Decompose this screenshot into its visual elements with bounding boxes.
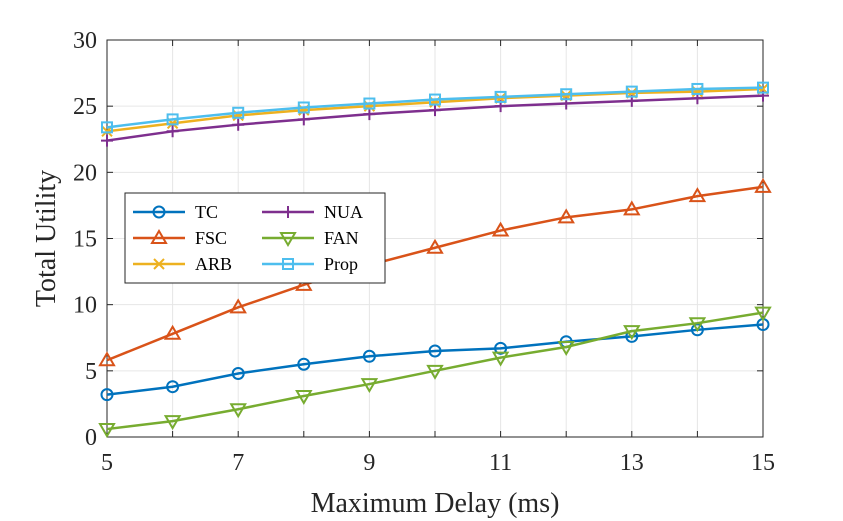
point-fsc	[426, 238, 444, 254]
series-line-tc	[106, 323, 764, 396]
y-axis-label: Total Utility	[31, 170, 62, 307]
point-fan	[557, 341, 575, 356]
point-fan	[98, 423, 116, 439]
point-nua	[297, 113, 310, 126]
point-tc	[494, 341, 508, 355]
point-fan	[360, 378, 379, 394]
legend-marker-prop	[282, 258, 294, 270]
point-tc	[428, 344, 442, 358]
point-fan	[426, 364, 444, 380]
series-nua	[101, 89, 769, 147]
legend-entry-prop: Prop	[262, 254, 358, 274]
point-fsc	[229, 298, 247, 314]
point-tc	[297, 357, 311, 371]
point-fsc	[688, 187, 707, 203]
point-fsc	[557, 208, 575, 224]
point-fsc	[98, 351, 116, 367]
point-tc	[362, 349, 376, 363]
legend-entry-fsc: FSC	[133, 228, 227, 248]
legend-label-nua: NUA	[324, 202, 363, 222]
x-tick-label: 9	[363, 450, 375, 476]
x-tick-label: 15	[751, 450, 775, 476]
point-nua	[757, 89, 769, 102]
point-fan	[491, 351, 510, 367]
legend-marker-fan	[279, 232, 297, 247]
legend-label-tc: TC	[195, 202, 218, 222]
point-fsc	[754, 177, 772, 193]
point-fsc	[491, 221, 510, 237]
point-fan	[754, 306, 772, 322]
y-tick-label: 30	[73, 28, 97, 54]
x-tick-label: 13	[620, 450, 644, 476]
y-tick-label: 20	[73, 160, 97, 186]
legend-entry-tc: TC	[133, 202, 218, 222]
point-nua	[101, 134, 113, 147]
series-prop	[101, 81, 769, 134]
y-tick-label: 25	[73, 94, 97, 120]
legend-marker-arb	[153, 258, 165, 270]
x-tick-label: 5	[101, 450, 113, 476]
legend-entry-arb: ARB	[133, 254, 232, 274]
x-axis-label: Maximum Delay (ms)	[311, 488, 560, 519]
legend-label-fan: FAN	[324, 228, 359, 248]
x-tick-label: 7	[232, 450, 244, 476]
point-fsc	[163, 324, 182, 340]
point-prop	[166, 113, 179, 126]
legend-marker-tc	[152, 205, 166, 219]
point-prop	[625, 85, 638, 98]
point-prop	[560, 88, 573, 101]
legend-entry-fan: FAN	[262, 228, 359, 248]
point-prop	[297, 101, 310, 114]
legend-marker-nua	[282, 206, 294, 218]
point-nua	[166, 125, 179, 138]
series-line-fan	[106, 311, 764, 431]
legend-label-fsc: FSC	[195, 228, 227, 248]
point-prop	[691, 82, 704, 95]
point-fan	[623, 325, 641, 341]
point-fsc	[295, 275, 313, 291]
y-tick-label: 0	[85, 425, 97, 451]
point-prop	[494, 90, 507, 103]
point-fan	[688, 317, 707, 333]
point-prop	[101, 121, 113, 134]
point-tc	[231, 366, 245, 380]
legend-label-arb: ARB	[195, 254, 232, 274]
point-prop	[757, 81, 769, 94]
point-prop	[363, 97, 376, 110]
y-tick-label: 10	[73, 293, 97, 319]
y-tick-label: 15	[73, 227, 97, 253]
point-nua	[363, 108, 376, 121]
legend-entry-nua: NUA	[262, 202, 363, 222]
point-fan	[163, 415, 182, 431]
series-line-fsc	[106, 185, 764, 362]
series-layer	[98, 81, 772, 439]
y-tick-label: 5	[85, 359, 97, 385]
point-prop	[429, 93, 441, 106]
point-fan	[295, 389, 313, 405]
point-tc	[166, 380, 180, 394]
point-fan	[229, 403, 247, 419]
series-fan	[98, 306, 772, 439]
point-nua	[429, 104, 441, 117]
legend: TC NUA FSC FAN ARB Prop	[124, 192, 386, 284]
legend-label-prop: Prop	[324, 254, 358, 274]
point-prop	[232, 106, 245, 119]
legend-marker-fsc	[150, 229, 168, 244]
point-nua	[232, 118, 245, 131]
series-line-prop	[106, 86, 764, 129]
point-fsc	[623, 200, 641, 216]
x-tick-label: 11	[489, 450, 512, 476]
point-tc	[100, 388, 114, 402]
